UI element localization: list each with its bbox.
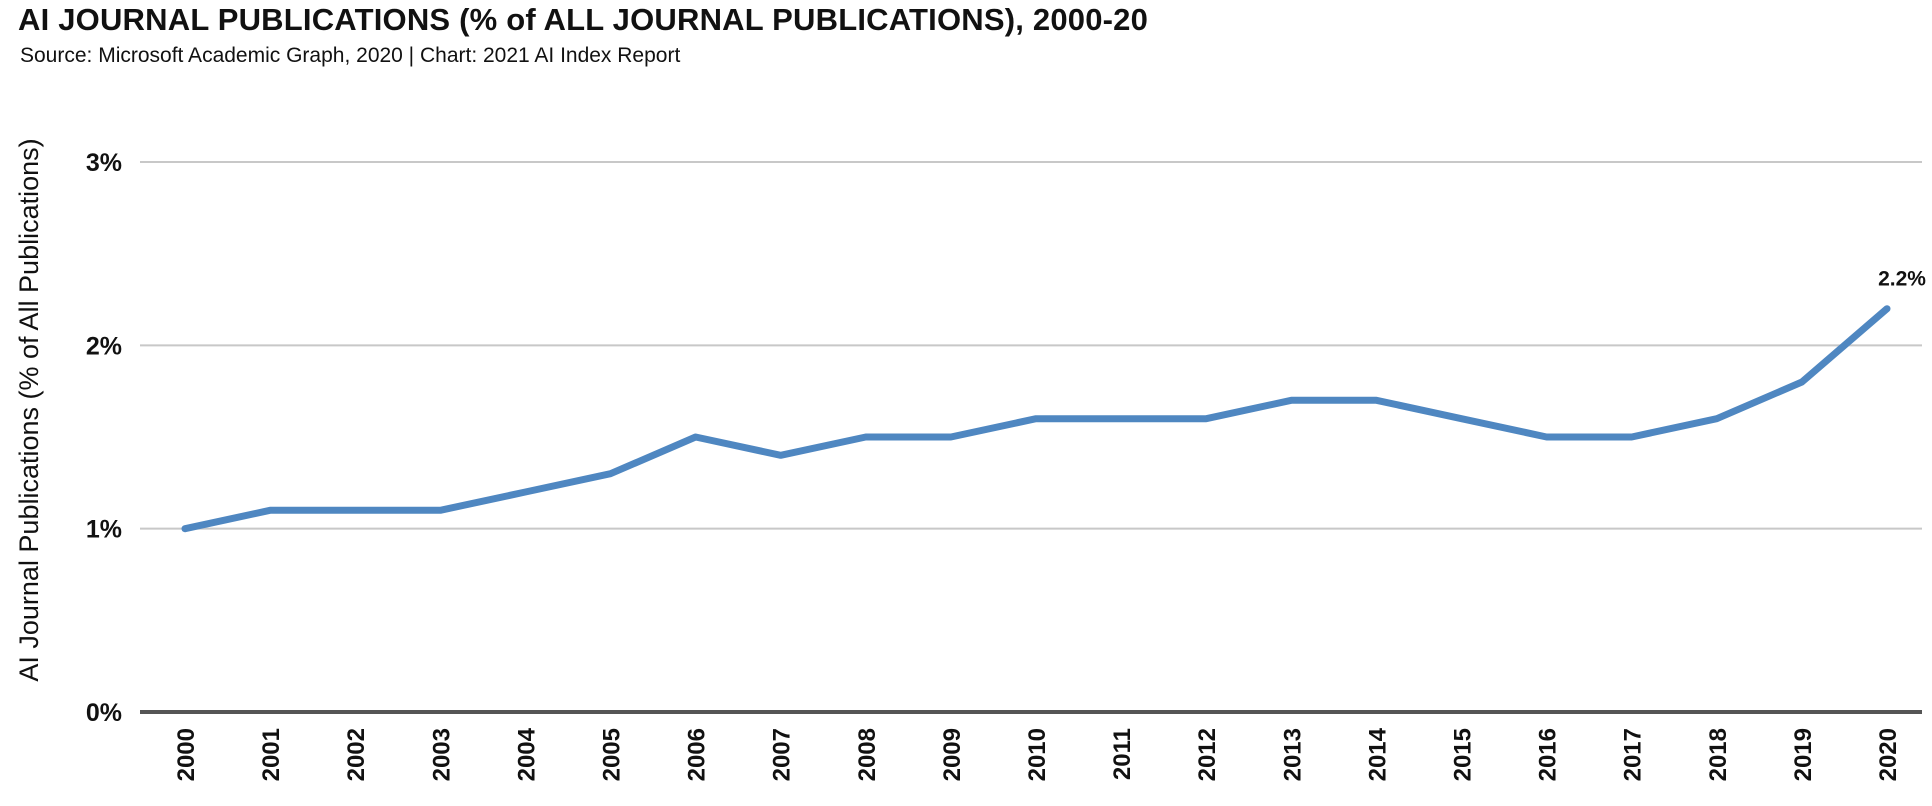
x-tick-label: 2010 <box>1024 728 1051 781</box>
x-tick-label: 2006 <box>684 728 711 781</box>
y-tick-label: 3% <box>86 149 122 177</box>
data-point <box>864 435 868 439</box>
x-tick-label: 2007 <box>769 728 796 781</box>
x-tick-label: 2017 <box>1620 728 1647 781</box>
data-point <box>438 508 442 512</box>
data-point <box>268 508 272 512</box>
data-point <box>1630 435 1634 439</box>
x-tick-label: 2015 <box>1450 728 1477 781</box>
x-tick-label: 2013 <box>1279 728 1306 781</box>
x-tick-label: 2000 <box>173 728 200 781</box>
chart-source: Source: Microsoft Academic Graph, 2020 |… <box>20 44 681 67</box>
x-tick-label: 2018 <box>1705 728 1732 781</box>
data-point <box>1289 398 1293 402</box>
data-point <box>779 453 783 457</box>
x-axis-ticks: 2000 2001 2002 2003 2004 2005 2006 2007 2008 2009… <box>173 727 1902 781</box>
data-label: 2.2% <box>1878 268 1926 291</box>
data-point <box>1545 435 1549 439</box>
data-point <box>1715 417 1719 421</box>
data-point <box>353 508 357 512</box>
x-tick-label: 2014 <box>1364 727 1391 781</box>
series-layer <box>181 305 1891 533</box>
data-point <box>1119 417 1123 421</box>
x-tick-label: 2001 <box>258 728 285 781</box>
y-axis-ticks: 0% 1% 2% 3% <box>86 149 122 727</box>
x-tick-label: 2002 <box>343 728 370 781</box>
x-tick-label: 2003 <box>428 728 455 781</box>
data-point <box>1800 380 1804 384</box>
data-point <box>523 490 527 494</box>
data-point <box>1034 417 1038 421</box>
data-point <box>609 472 612 476</box>
x-tick-label: 2012 <box>1194 728 1221 781</box>
data-point <box>694 435 698 439</box>
x-tick-label: 2004 <box>513 727 540 781</box>
data-point <box>1374 398 1378 402</box>
data-point <box>1885 307 1889 311</box>
data-point <box>1460 417 1463 421</box>
data-point <box>949 435 953 439</box>
x-tick-label: 2011 <box>1109 728 1136 780</box>
chart-title: AI JOURNAL PUBLICATIONS (% of ALL JOURNA… <box>18 2 1149 37</box>
x-tick-label: 2016 <box>1535 728 1562 781</box>
x-tick-label: 2019 <box>1790 728 1817 781</box>
x-tick-label: 2008 <box>854 728 881 781</box>
data-point <box>183 527 187 531</box>
data-labels: 2.2% <box>1878 268 1926 291</box>
x-tick-label: 2009 <box>939 728 966 781</box>
data-point <box>1204 417 1208 421</box>
y-axis-title: AI Journal Publications (% of All Public… <box>14 138 44 681</box>
gridlines <box>140 161 1922 714</box>
x-tick-label: 2005 <box>599 728 626 781</box>
y-tick-label: 1% <box>86 516 122 544</box>
x-tick-label: 2020 <box>1875 728 1902 781</box>
y-tick-label: 0% <box>86 699 122 727</box>
y-tick-label: 2% <box>86 332 122 360</box>
